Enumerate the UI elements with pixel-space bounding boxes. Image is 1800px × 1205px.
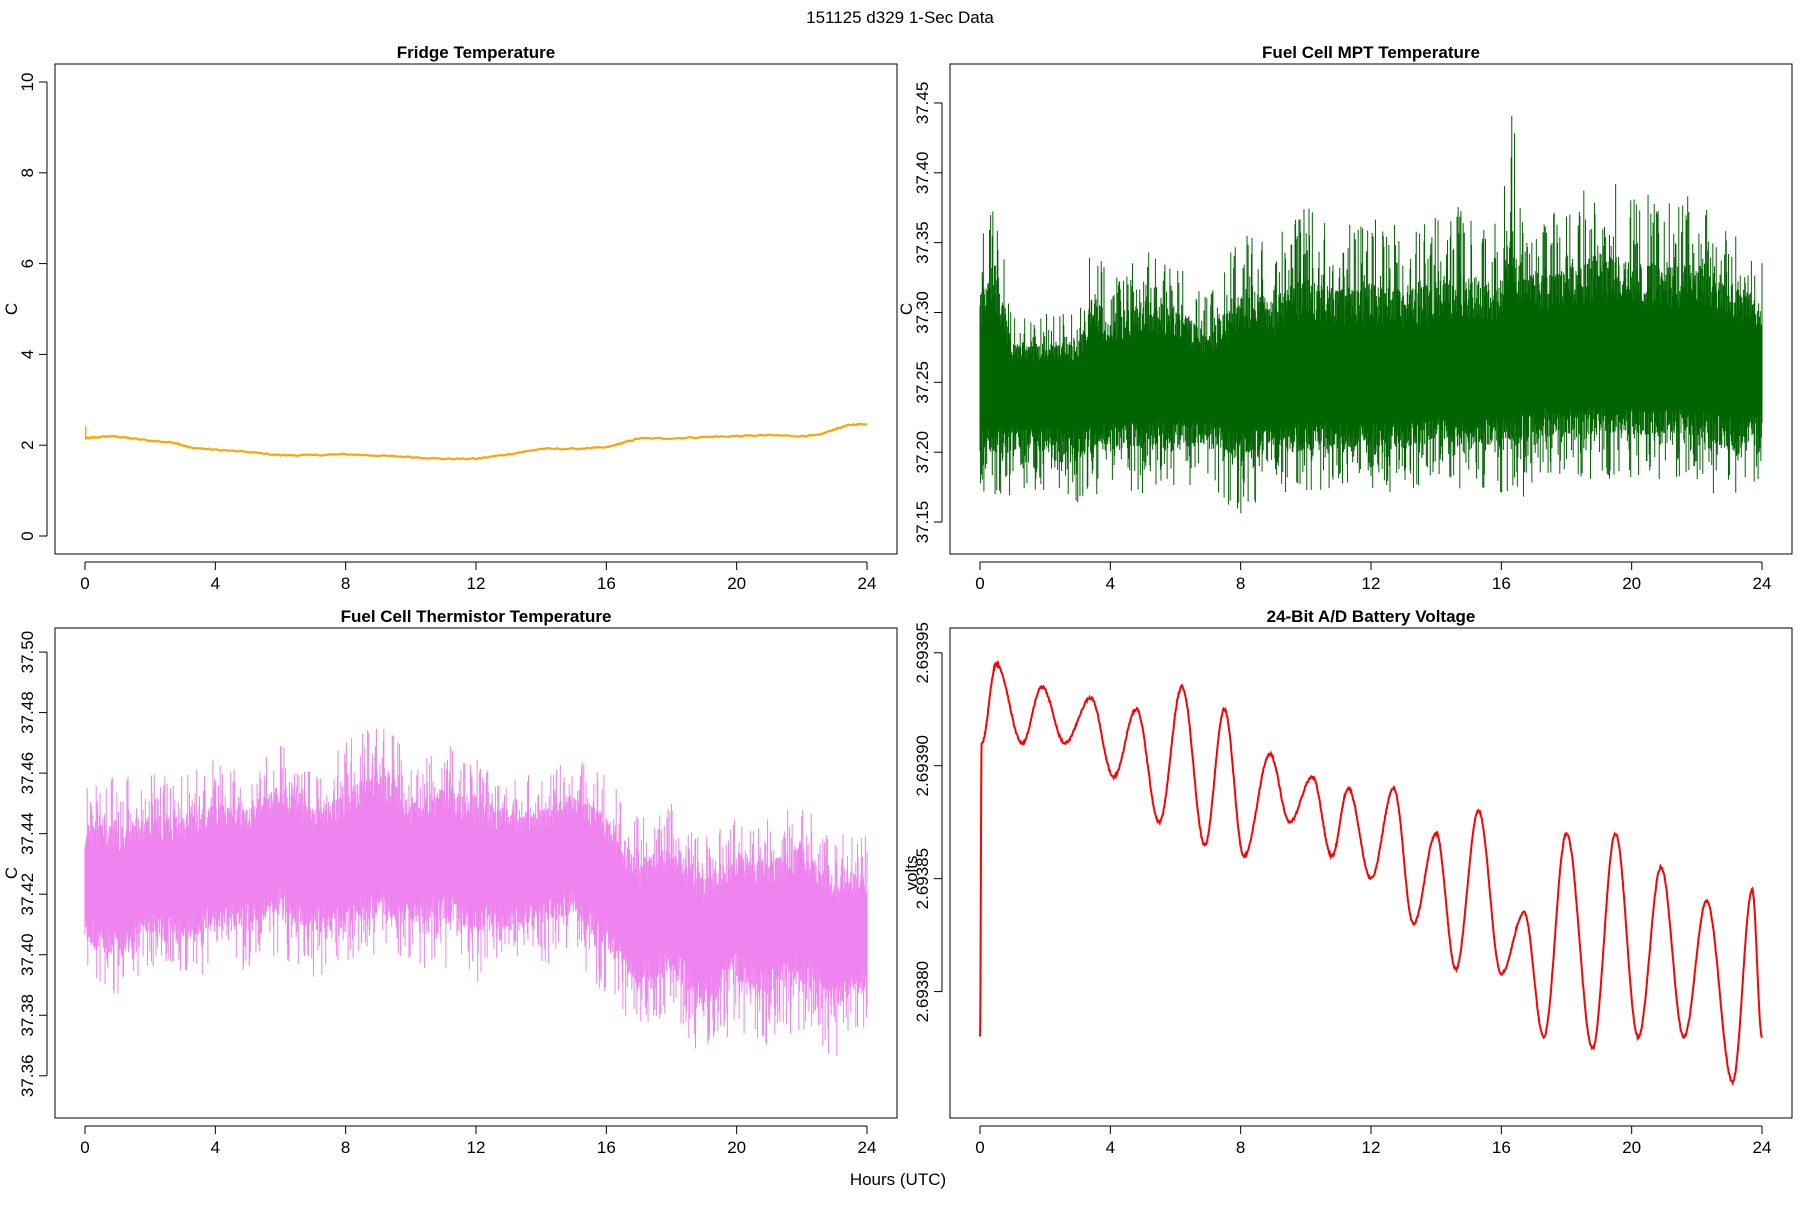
panel-fuel-cell-mpt-temperature: Fuel Cell MPT Temperature 0 4 8 12 16 20 24 37.1…	[897, 43, 1793, 593]
y-axis: 0 2 4 6 8 10	[18, 73, 48, 541]
x-tick-label: 8	[1236, 1138, 1245, 1157]
x-tick-label: 0	[975, 1138, 984, 1157]
x-tick-label: 8	[341, 1138, 350, 1157]
y-axis-label: volts	[902, 856, 921, 891]
x-tick-label: 4	[211, 574, 220, 593]
figure-title: 151125 d329 1-Sec Data	[806, 8, 994, 27]
y-tick-label: 37.36	[18, 1055, 37, 1098]
y-axis-label: C	[2, 303, 21, 315]
y-tick-label: 6	[18, 259, 37, 268]
y-tick-label: 37.42	[18, 873, 37, 916]
x-tick-label: 8	[1236, 574, 1245, 593]
panel-title: 24-Bit A/D Battery Voltage	[1267, 607, 1476, 626]
x-axis: 0 4 8 12 16 20 24	[80, 561, 877, 593]
y-tick-label: 10	[18, 73, 37, 92]
y-tick-label: 8	[18, 168, 37, 177]
x-tick-label: 20	[1622, 1138, 1641, 1157]
x-tick-label: 16	[1492, 574, 1511, 593]
x-tick-label: 12	[1362, 1138, 1381, 1157]
data-series	[979, 659, 1763, 1087]
x-tick-label: 24	[1753, 574, 1772, 593]
x-tick-label: 16	[1492, 1138, 1511, 1157]
x-tick-label: 0	[975, 574, 984, 593]
x-tick-label: 0	[80, 574, 89, 593]
y-axis-label: C	[897, 303, 916, 315]
x-axis: 0 4 8 12 16 20 24	[975, 1125, 1772, 1157]
x-tick-label: 24	[858, 574, 877, 593]
y-tick-label: 37.46	[18, 752, 37, 795]
panel-title: Fuel Cell Thermistor Temperature	[341, 607, 612, 626]
panel-battery-voltage: 24-Bit A/D Battery Voltage 0 4 8 12 16 20 24 2.6…	[902, 607, 1793, 1157]
y-tick-label: 37.40	[913, 152, 932, 195]
y-tick-label: 37.35	[913, 221, 932, 264]
x-tick-label: 24	[1753, 1138, 1772, 1157]
y-tick-label: 37.48	[18, 691, 37, 734]
plot-frame	[54, 627, 898, 1119]
series-line	[979, 659, 1763, 1087]
x-tick-label: 0	[80, 1138, 89, 1157]
x-tick-label: 8	[341, 574, 350, 593]
panel-title: Fridge Temperature	[397, 43, 555, 62]
y-axis: 37.15 37.20 37.25 37.30 37.35 37.40 37.45	[913, 82, 943, 544]
y-tick-label: 2.69390	[913, 735, 932, 796]
x-tick-label: 20	[727, 574, 746, 593]
data-series	[979, 115, 1763, 514]
y-tick-label: 4	[18, 350, 37, 359]
plot-frame	[949, 63, 1793, 555]
x-tick-label: 4	[1106, 574, 1115, 593]
plot-frame	[949, 627, 1793, 1119]
series-line	[84, 422, 868, 461]
data-series	[84, 728, 868, 1056]
y-tick-label: 2.69380	[913, 961, 932, 1022]
panel-fuel-cell-thermistor-temperature: Fuel Cell Thermistor Temperature 0 4 8 12 16 2…	[2, 607, 898, 1157]
y-tick-label: 37.44	[18, 812, 37, 855]
y-tick-label: 37.38	[18, 994, 37, 1037]
y-tick-label: 37.15	[913, 501, 932, 544]
y-tick-label: 37.30	[913, 291, 932, 334]
panel-title: Fuel Cell MPT Temperature	[1262, 43, 1480, 62]
y-tick-label: 37.20	[913, 431, 932, 474]
data-series	[84, 422, 868, 461]
y-tick-label: 2	[18, 440, 37, 449]
x-tick-label: 12	[467, 1138, 486, 1157]
x-tick-label: 20	[727, 1138, 746, 1157]
figure-xlabel: Hours (UTC)	[850, 1170, 946, 1189]
y-axis-label: C	[2, 867, 21, 879]
y-axis: 2.69380 2.69385 2.69390 2.69395	[913, 622, 943, 1022]
series-core-band	[980, 270, 1762, 436]
y-tick-label: 37.40	[18, 933, 37, 976]
x-tick-label: 4	[211, 1138, 220, 1157]
x-tick-label: 4	[1106, 1138, 1115, 1157]
x-tick-label: 12	[1362, 574, 1381, 593]
x-tick-label: 16	[597, 574, 616, 593]
y-tick-label: 0	[18, 531, 37, 540]
x-tick-label: 20	[1622, 574, 1641, 593]
y-tick-label: 2.69395	[913, 622, 932, 683]
series-line	[979, 115, 1763, 514]
plot-frame	[54, 63, 898, 555]
series-core-band	[85, 798, 867, 988]
x-axis: 0 4 8 12 16 20 24	[80, 1125, 877, 1157]
y-tick-label: 37.25	[913, 361, 932, 404]
y-tick-label: 37.45	[913, 82, 932, 125]
y-tick-label: 37.50	[18, 631, 37, 674]
x-tick-label: 12	[467, 574, 486, 593]
y-tick-label: 2.69385	[913, 848, 932, 909]
x-axis: 0 4 8 12 16 20 24	[975, 561, 1772, 593]
x-tick-label: 24	[858, 1138, 877, 1157]
y-axis: 37.36 37.38 37.40 37.42 37.44 37.46 37.48 37.50	[18, 631, 48, 1098]
x-tick-label: 16	[597, 1138, 616, 1157]
